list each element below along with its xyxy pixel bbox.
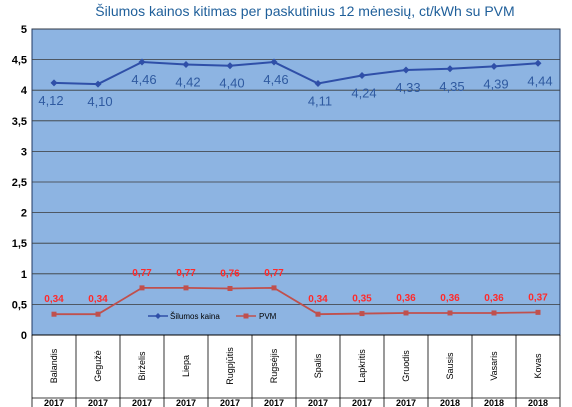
chart-title: Šilumos kainos kitimas per paskutinius 1… xyxy=(95,3,514,19)
data-point-vat xyxy=(359,311,365,317)
x-category-label: Kovas xyxy=(533,353,543,379)
data-point-vat xyxy=(447,310,453,316)
x-year-label: 2017 xyxy=(132,398,152,407)
series-group xyxy=(50,58,542,317)
x-category-label: Gegužė xyxy=(93,350,103,382)
data-label-heat-price: 4,46 xyxy=(131,72,156,87)
x-category-label: Gruodis xyxy=(401,350,411,382)
data-label-vat: 0,36 xyxy=(396,293,416,304)
y-tick-label: 4,5 xyxy=(12,55,27,67)
x-year-label: 2018 xyxy=(440,398,460,407)
x-year-label: 2017 xyxy=(176,398,196,407)
data-point-heat-price xyxy=(358,72,366,80)
data-label-vat: 0,37 xyxy=(528,292,548,303)
data-label-vat: 0,77 xyxy=(264,268,284,279)
data-label-vat: 0,34 xyxy=(88,294,108,305)
data-label-vat: 0,34 xyxy=(308,294,328,305)
x-axis: Balandis 2017 Gegužė 2017 Birželis 2017 Liepa 2… xyxy=(31,334,561,407)
x-category-label: Spalis xyxy=(313,353,323,378)
data-point-heat-price xyxy=(534,59,542,67)
y-tick-label: 3 xyxy=(21,146,27,158)
data-label-vat: 0,36 xyxy=(484,293,504,304)
x-category-label: Vasaris xyxy=(489,351,499,381)
data-point-heat-price xyxy=(138,58,146,66)
data-point-heat-price xyxy=(270,58,278,66)
x-year-label: 2018 xyxy=(528,398,548,407)
legend-marker-heat-price xyxy=(155,313,161,319)
y-tick-label: 0 xyxy=(21,330,27,342)
y-tick-label: 4 xyxy=(21,85,28,97)
y-tick-label: 1 xyxy=(21,269,27,281)
data-point-heat-price xyxy=(182,60,190,68)
data-labels: 4,12 4,10 4,46 4,42 4,40 4,46 4,11 4,24 4,33 4,35… xyxy=(38,72,552,305)
data-label-heat-price: 4,44 xyxy=(527,73,552,88)
data-label-vat: 0,76 xyxy=(220,268,240,279)
data-point-heat-price xyxy=(402,66,410,74)
legend-marker-vat xyxy=(243,313,249,319)
data-point-vat xyxy=(271,285,277,291)
data-point-heat-price xyxy=(94,80,102,88)
x-category-label: Lapkritis xyxy=(357,349,367,383)
y-tick-label: 2,5 xyxy=(12,177,27,189)
data-label-vat: 0,34 xyxy=(44,294,64,305)
y-axis: 0 0,5 1 1,5 2 2,5 3 3,5 4 4,5 5 xyxy=(12,24,28,342)
data-point-vat xyxy=(183,285,189,291)
data-label-vat: 0,35 xyxy=(352,294,372,305)
series-line-heat-price xyxy=(53,61,539,86)
data-point-vat xyxy=(491,310,497,316)
data-point-heat-price xyxy=(50,79,58,87)
data-point-heat-price xyxy=(490,62,498,70)
data-point-vat xyxy=(315,311,321,317)
x-year-label: 2017 xyxy=(308,398,328,407)
x-category-label: Rugpjūtis xyxy=(225,347,235,385)
x-category-label: Liepa xyxy=(181,355,191,377)
data-label-heat-price: 4,10 xyxy=(87,94,112,109)
data-point-vat xyxy=(403,310,409,316)
data-point-vat xyxy=(51,311,57,317)
data-point-vat xyxy=(95,311,101,317)
x-year-label: 2017 xyxy=(264,398,284,407)
x-category-label: Rugsėjis xyxy=(269,348,279,383)
legend-label-heat-price: Šilumos kaina xyxy=(170,312,220,321)
y-tick-label: 3,5 xyxy=(12,116,27,128)
data-label-heat-price: 4,33 xyxy=(395,80,420,95)
y-tick-label: 5 xyxy=(21,24,27,36)
x-category-label: Sausis xyxy=(445,352,455,380)
data-label-heat-price: 4,24 xyxy=(351,86,376,101)
legend: Šilumos kaina PVM xyxy=(148,312,277,321)
data-label-heat-price: 4,46 xyxy=(263,72,288,87)
y-tick-label: 0,5 xyxy=(12,299,27,311)
data-label-vat: 0,36 xyxy=(440,293,460,304)
data-point-heat-price xyxy=(446,65,454,73)
data-label-heat-price: 4,42 xyxy=(175,74,200,89)
data-label-vat: 0,77 xyxy=(176,268,196,279)
data-label-vat: 0,77 xyxy=(132,268,152,279)
x-year-label: 2017 xyxy=(220,398,240,407)
data-label-heat-price: 4,39 xyxy=(483,76,508,91)
legend-label-vat: PVM xyxy=(259,312,277,321)
x-year-label: 2017 xyxy=(44,398,64,407)
data-point-vat xyxy=(227,285,233,291)
x-year-label: 2017 xyxy=(88,398,108,407)
data-point-vat xyxy=(535,309,541,315)
series-line-vat xyxy=(54,286,539,316)
x-year-label: 2017 xyxy=(352,398,372,407)
x-year-label: 2017 xyxy=(396,398,416,407)
x-year-label: 2018 xyxy=(484,398,504,407)
x-category-label: Birželis xyxy=(137,351,147,381)
data-point-heat-price xyxy=(314,79,322,87)
x-category-label: Balandis xyxy=(49,348,59,383)
y-tick-label: 2 xyxy=(21,208,27,220)
data-point-vat xyxy=(139,285,145,291)
data-point-heat-price xyxy=(226,62,234,70)
data-label-heat-price: 4,11 xyxy=(308,93,332,108)
data-label-heat-price: 4,12 xyxy=(38,93,63,108)
data-label-heat-price: 4,40 xyxy=(219,76,244,91)
data-label-heat-price: 4,35 xyxy=(439,79,464,94)
y-tick-label: 1,5 xyxy=(12,238,27,250)
